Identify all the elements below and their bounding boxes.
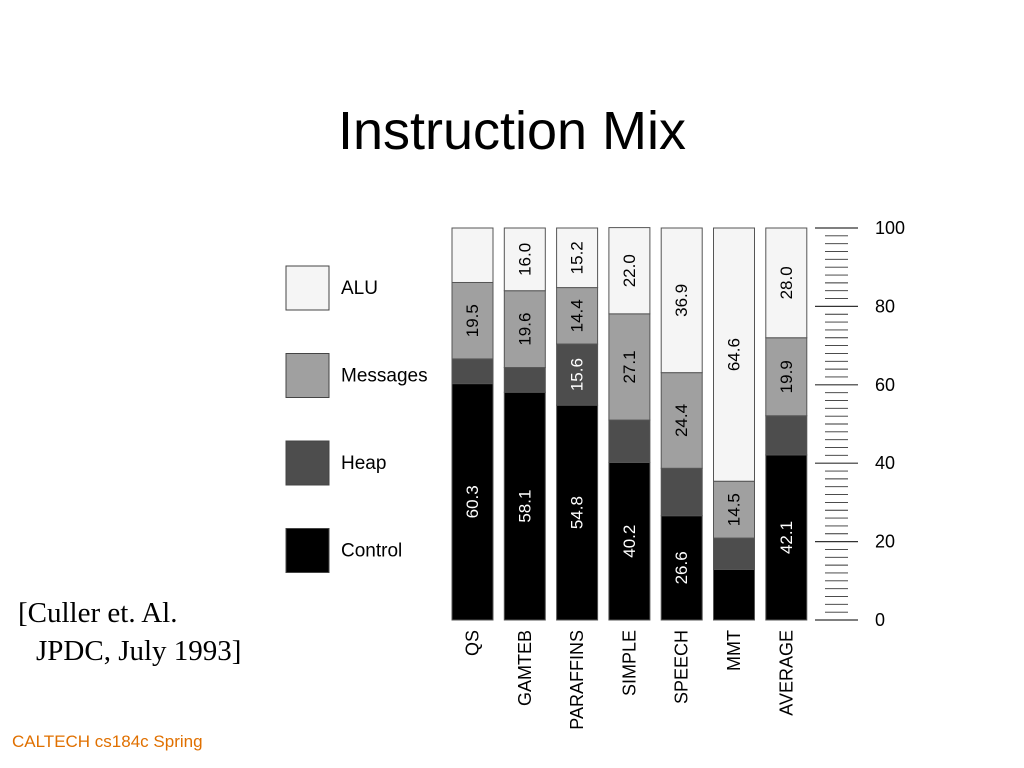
data-label-simple-control: 40.2 <box>620 525 639 558</box>
data-label-mmt-messages: 14.5 <box>725 493 744 526</box>
data-label-simple-messages: 27.1 <box>620 350 639 383</box>
y-tick-label-80: 80 <box>875 296 895 316</box>
bar-average-alu <box>765 227 808 339</box>
data-label-average-messages: 19.9 <box>777 360 796 393</box>
bar-qs-alu <box>451 227 494 283</box>
data-label-paraffins-control: 54.8 <box>568 496 587 529</box>
y-tick-label-100: 100 <box>875 218 905 238</box>
x-label-mmt: MMT <box>724 630 744 671</box>
bar-simple-heap <box>608 419 651 463</box>
bar-gamteb-heap <box>503 367 546 393</box>
data-label-mmt-alu: 64.6 <box>725 338 744 371</box>
x-label-qs: QS <box>463 630 483 656</box>
bar-paraffins-heap <box>556 343 599 406</box>
data-label-speech-messages: 24.4 <box>672 404 691 437</box>
bar-speech-control <box>660 515 703 621</box>
bar-simple-messages <box>608 313 651 421</box>
legend-label-control: Control <box>341 541 402 562</box>
bar-simple-control <box>608 461 651 621</box>
y-axis: 0 20 40 60 80 100 <box>815 218 905 630</box>
bar-mmt-alu <box>713 227 755 482</box>
slide-title: Instruction Mix <box>337 101 687 161</box>
x-label-gamteb: GAMTEB <box>515 630 535 706</box>
data-label-simple-alu: 22.0 <box>620 254 639 287</box>
legend-swatch-control <box>285 528 330 573</box>
bar-paraffins-alu <box>556 227 599 289</box>
legend-swatch-alu <box>285 265 330 311</box>
legend-swatch-messages <box>285 353 330 398</box>
bar-qs-control <box>451 383 494 621</box>
citation-line-1: [Culler et. Al. <box>18 597 178 629</box>
y-tick-label-60: 60 <box>875 375 895 395</box>
x-label-simple: SIMPLE <box>619 630 639 696</box>
bar-paraffins-control <box>556 404 599 621</box>
bar-mmt-heap <box>713 537 755 570</box>
data-label-speech-alu: 36.9 <box>672 284 691 317</box>
bar-mmt-messages <box>713 480 755 539</box>
data-label-speech-control: 26.6 <box>672 551 691 584</box>
x-label-paraffins: PARAFFINS <box>567 630 587 730</box>
bar-paraffins-messages <box>556 287 599 345</box>
citation: [Culler et. Al. JPDC, July 1993] <box>18 594 241 670</box>
y-tick-label-0: 0 <box>875 610 885 630</box>
bar-average-heap <box>765 415 808 456</box>
legend-label-messages: Messages <box>341 366 428 387</box>
citation-line-2: JPDC, July 1993] <box>36 635 242 667</box>
y-tick-label-40: 40 <box>875 453 895 473</box>
bar-gamteb-control <box>503 391 546 621</box>
x-label-average: AVERAGE <box>776 630 796 716</box>
x-axis-labels: QS GAMTEB PARAFFINS SIMPLE SPEECH MMT AVERAGE <box>463 630 797 730</box>
bar-qs-heap <box>451 358 494 385</box>
bar-gamteb-messages <box>503 290 546 369</box>
bar-average-messages <box>765 337 808 417</box>
bar-speech-alu <box>660 227 703 374</box>
bars: 60.3 19.5 58.1 19.6 16.0 54.8 15.6 14.4 15.2 40.2… <box>451 227 808 621</box>
bar-speech-heap <box>660 467 703 517</box>
bar-mmt-control <box>713 568 755 621</box>
data-label-average-control: 42.1 <box>777 521 796 554</box>
legend: ALU Messages Heap Control <box>285 265 428 573</box>
data-label-paraffins-alu: 15.2 <box>568 241 587 274</box>
bar-simple-alu <box>608 227 651 315</box>
data-label-qs-messages: 19.5 <box>463 304 482 337</box>
y-tick-label-20: 20 <box>875 532 895 552</box>
data-label-paraffins-heap: 15.6 <box>568 358 587 391</box>
data-label-gamteb-alu: 16.0 <box>515 243 534 276</box>
data-label-gamteb-control: 58.1 <box>515 490 534 523</box>
data-label-paraffins-messages: 14.4 <box>568 299 587 332</box>
x-label-speech: SPEECH <box>672 630 692 704</box>
bar-qs-messages <box>451 281 494 360</box>
legend-label-alu: ALU <box>341 278 378 299</box>
legend-label-heap: Heap <box>341 453 386 474</box>
data-label-gamteb-messages: 19.6 <box>515 313 534 346</box>
bar-speech-messages <box>660 372 703 469</box>
data-label-qs-control: 60.3 <box>463 485 482 518</box>
legend-swatch-heap <box>285 440 330 486</box>
footer-course-label: CALTECH cs184c Spring <box>12 732 203 751</box>
bar-gamteb-alu <box>503 227 546 292</box>
data-label-average-alu: 28.0 <box>777 266 796 299</box>
